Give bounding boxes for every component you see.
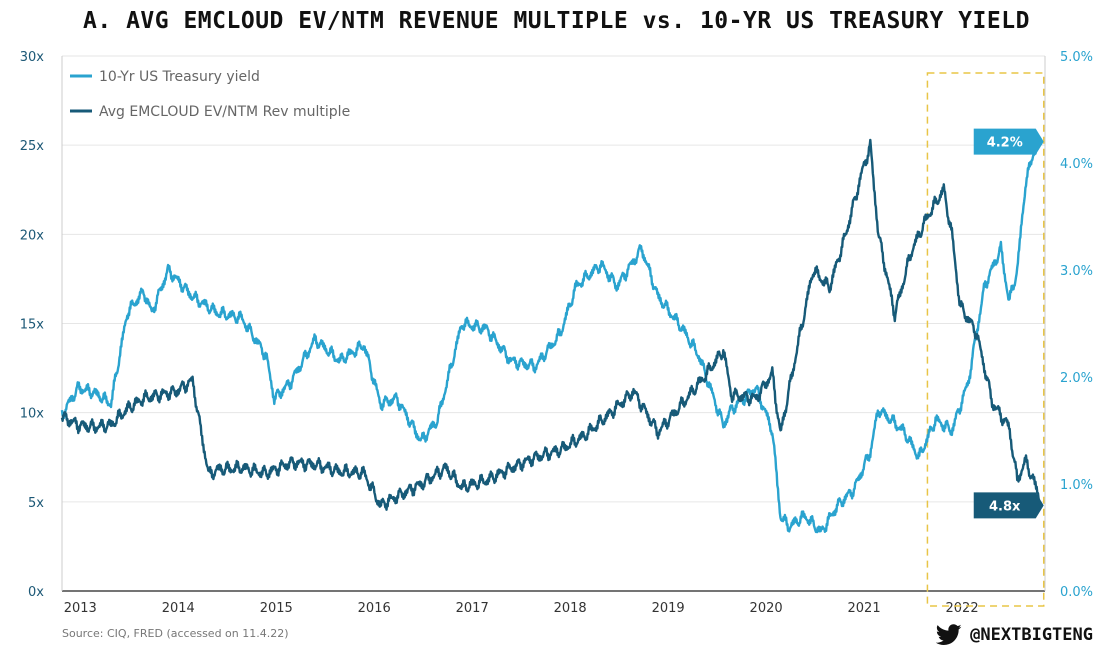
callout-box <box>973 492 1044 519</box>
x-tick-label: 2016 <box>358 601 391 616</box>
x-tick-label: 2020 <box>750 601 783 616</box>
source-note: Source: CIQ, FRED (accessed on 11.4.22) <box>62 627 289 640</box>
twitter-icon <box>936 624 962 645</box>
x-tick-label: 2019 <box>652 601 685 616</box>
author-handle[interactable]: @NEXTBIGTENG <box>936 624 1093 646</box>
y-left-tick-label: 25x <box>20 139 45 154</box>
y-right-tick-label: 3.0% <box>1060 264 1093 279</box>
y-right-tick-label: 5.0% <box>1060 50 1093 65</box>
y-left-tick-label: 15x <box>20 318 45 333</box>
y-left-tick-label: 5x <box>28 496 44 511</box>
highlight-box <box>926 72 1045 607</box>
y-left-tick-label: 20x <box>20 228 45 243</box>
y-left-tick-label: 10x <box>20 407 45 422</box>
axes: 0x 5x 10x 15x 20x 25x 30x 0.0% 1.0% 2.0% 3.0% 4.0% 5… <box>20 50 1093 616</box>
y-left-tick-label: 30x <box>20 50 45 65</box>
x-tick-label: 2022 <box>946 601 979 616</box>
y-right-tick-label: 2.0% <box>1060 371 1093 386</box>
y-right-tick-label: 1.0% <box>1060 478 1093 493</box>
x-tick-label: 2015 <box>260 601 293 616</box>
x-tick-label: 2014 <box>162 601 195 616</box>
callout-label: 4.2% <box>987 136 1023 151</box>
series-line-emcloud <box>60 138 1043 511</box>
y-right-tick-label: 4.0% <box>1060 157 1093 172</box>
legend-label: Avg EMCLOUD EV/NTM Rev multiple <box>99 104 350 120</box>
author-handle-text: @NEXTBIGTENG <box>970 625 1093 645</box>
callout-box <box>973 128 1044 155</box>
legend-label: 10-Yr US Treasury yield <box>99 69 260 85</box>
highlight-region <box>926 72 1045 607</box>
callout-label: 4.8x <box>989 499 1021 514</box>
series-lines <box>60 137 1043 534</box>
y-right-tick-label: 0.0% <box>1060 585 1093 600</box>
x-tick-label: 2018 <box>554 601 587 616</box>
chart-title: A. AVG EMCLOUD EV/NTM REVENUE MULTIPLE v… <box>83 8 1030 34</box>
x-tick-label: 2021 <box>848 601 881 616</box>
callouts: 4.2% 4.8x <box>973 128 1044 519</box>
y-left-tick-label: 0x <box>28 585 44 600</box>
x-tick-label: 2013 <box>64 601 97 616</box>
legend: 10-Yr US Treasury yield Avg EMCLOUD EV/NT… <box>70 69 350 120</box>
series-line-treasury <box>60 137 1043 534</box>
gridlines <box>62 55 1045 503</box>
x-tick-label: 2017 <box>456 601 489 616</box>
